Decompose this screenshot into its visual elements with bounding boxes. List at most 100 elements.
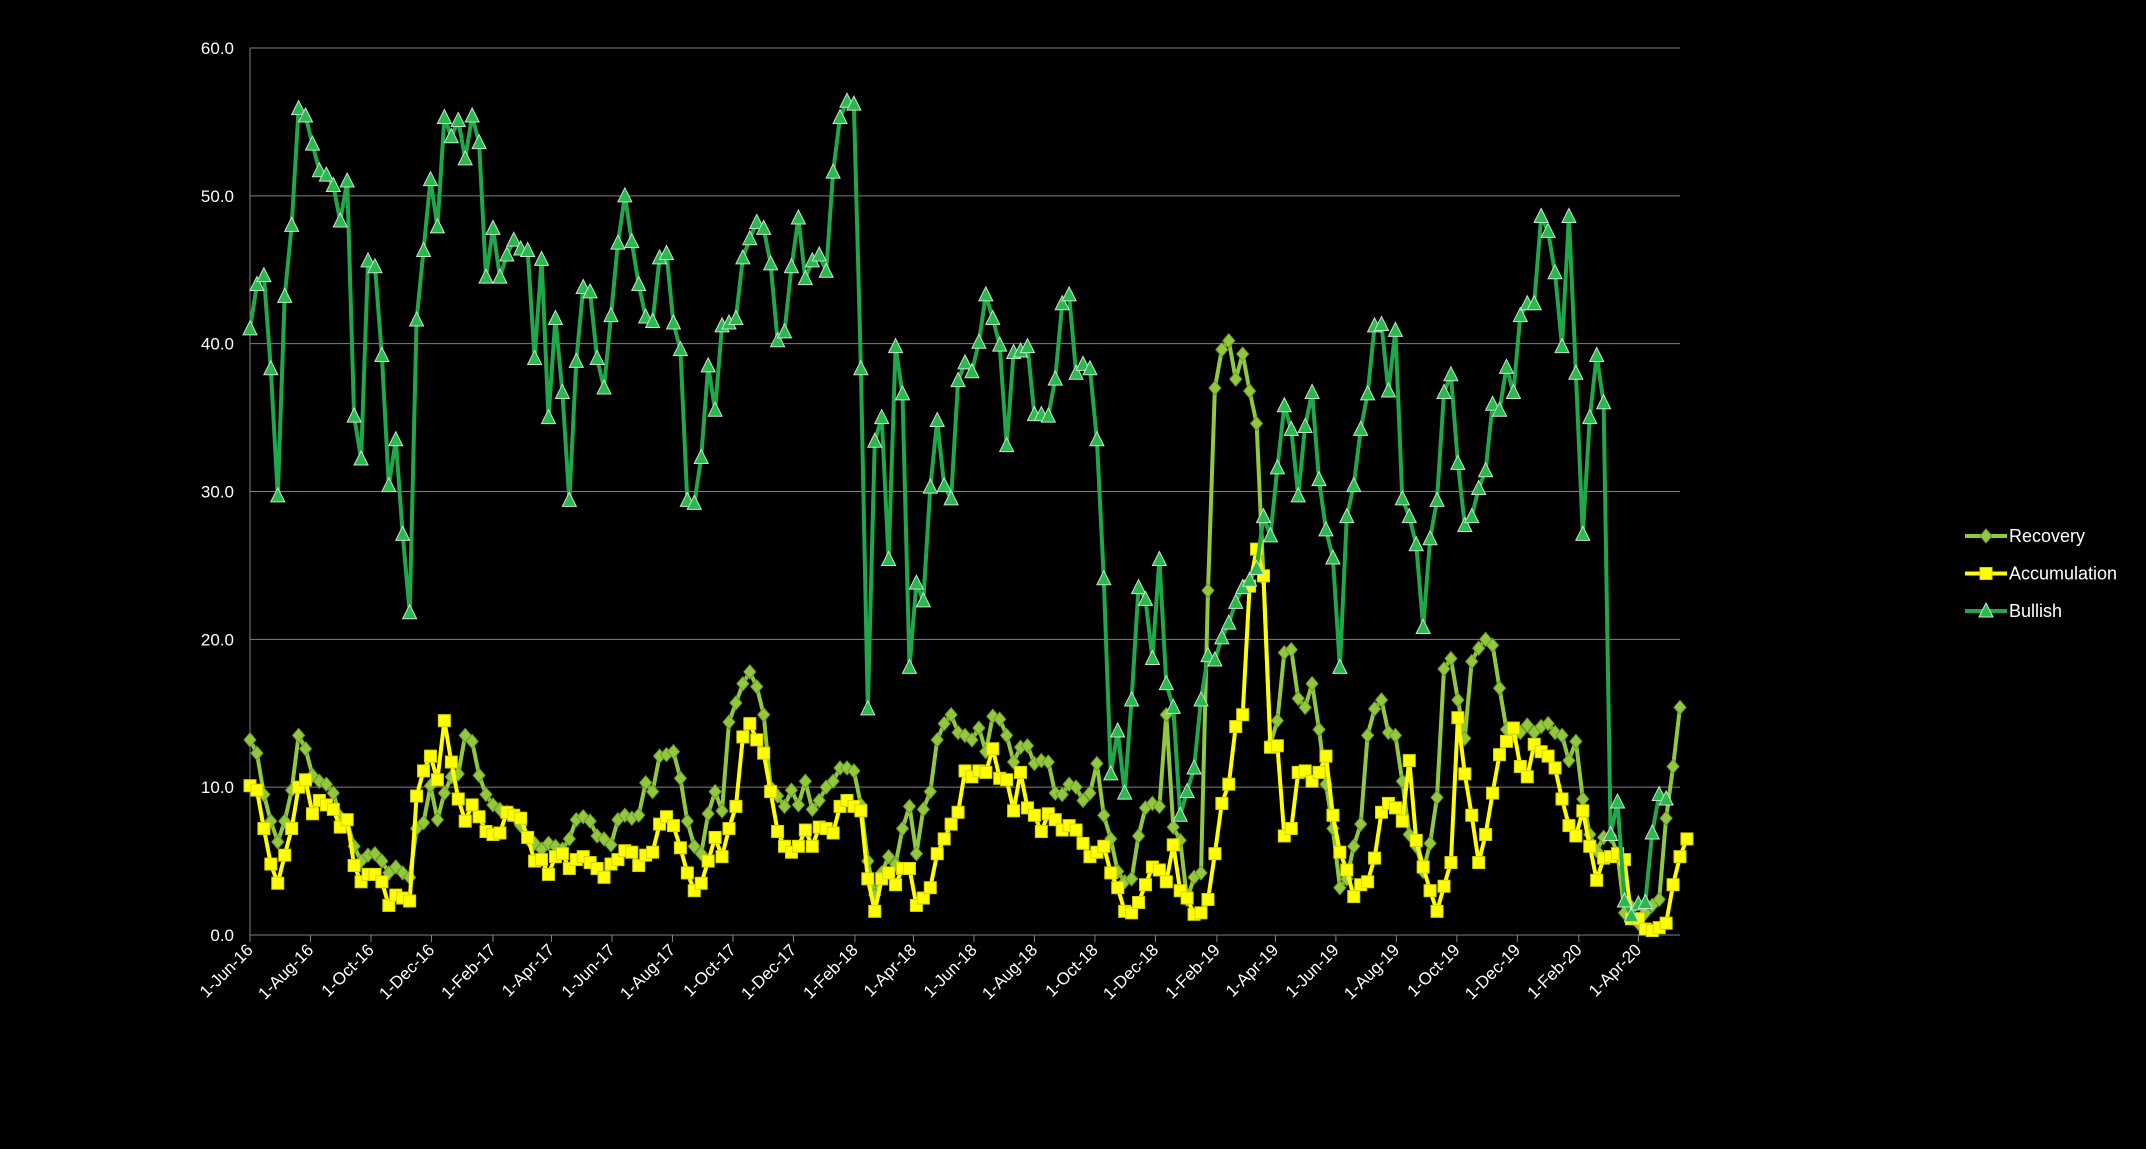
bullish-point xyxy=(492,268,508,284)
accumulation-point xyxy=(1548,761,1562,775)
bullish-point xyxy=(1540,222,1556,238)
accumulation-point xyxy=(1125,906,1139,920)
accumulation-point xyxy=(764,785,778,799)
bullish-point xyxy=(526,349,543,365)
accumulation-point xyxy=(1166,838,1180,852)
bullish-point xyxy=(818,262,834,278)
recovery-point xyxy=(472,767,486,784)
bullish-point xyxy=(408,310,425,327)
accumulation-point xyxy=(1569,829,1583,843)
accumulation-point xyxy=(1659,916,1673,930)
y-tick-label: 30.0 xyxy=(201,483,234,502)
bullish-point xyxy=(873,408,890,425)
recovery-point xyxy=(1020,738,1035,754)
accumulation-point xyxy=(854,804,868,818)
accumulation-point xyxy=(625,845,639,859)
recovery-point xyxy=(1354,816,1368,832)
bullish-point xyxy=(519,241,536,258)
accumulation-point xyxy=(743,717,757,731)
bullish-point xyxy=(1345,476,1362,493)
accumulation-point xyxy=(1215,796,1229,810)
accumulation-point xyxy=(798,823,812,837)
recovery-point xyxy=(1444,650,1458,667)
recovery-point xyxy=(1076,792,1090,809)
recovery-point xyxy=(1305,675,1319,692)
legend-item-recovery: Recovery xyxy=(1965,526,2085,546)
y-tick-label: 40.0 xyxy=(201,335,234,354)
bullish-point xyxy=(1047,370,1064,386)
accumulation-point xyxy=(791,839,805,853)
bullish-point xyxy=(1505,383,1522,399)
bullish-point xyxy=(505,231,522,247)
recovery-point xyxy=(1388,727,1403,744)
bullish-point xyxy=(332,211,349,228)
bullish-point xyxy=(1547,263,1563,280)
bullish-point xyxy=(443,127,460,144)
accumulation-point xyxy=(285,822,299,836)
recovery-point xyxy=(1131,828,1146,844)
recovery-point xyxy=(562,831,576,847)
recovery-point xyxy=(1520,717,1534,733)
accumulation-point xyxy=(750,733,764,747)
recovery-point xyxy=(1367,701,1382,717)
accumulation-point xyxy=(430,773,444,787)
bullish-point xyxy=(1623,906,1640,923)
accumulation-point xyxy=(305,807,319,821)
y-tick-label: 10.0 xyxy=(201,778,234,797)
accumulation-point xyxy=(666,819,680,833)
recovery-point xyxy=(777,798,792,815)
bullish-point xyxy=(394,525,411,541)
bullish-point xyxy=(617,186,633,203)
accumulation-point xyxy=(1409,833,1423,847)
x-tick-label: 1-Feb-17 xyxy=(438,940,500,1002)
accumulation-point xyxy=(417,764,431,778)
bullish-point xyxy=(290,99,307,116)
recovery-point xyxy=(1242,383,1257,399)
recovery-point xyxy=(1492,680,1507,696)
bullish-point xyxy=(901,658,918,674)
accumulation-point xyxy=(403,894,417,908)
bullish-point xyxy=(1575,525,1591,541)
bullish-point xyxy=(880,550,897,567)
recovery-point xyxy=(319,776,334,792)
y-axis-tick-labels: 0.0 10.0 20.0 30.0 40.0 50.0 60.0 xyxy=(201,39,234,945)
legend-label: Accumulation xyxy=(2009,564,2117,584)
accumulation-point xyxy=(1312,765,1326,779)
recovery-point xyxy=(805,801,819,818)
recovery-point xyxy=(1298,699,1312,716)
accumulation-point xyxy=(410,789,424,803)
bullish-point xyxy=(1096,569,1112,586)
bullish-point xyxy=(1304,383,1320,399)
recovery-point xyxy=(465,733,479,750)
bullish-point xyxy=(1089,430,1105,447)
bullish-point xyxy=(1325,548,1341,565)
accumulation-point xyxy=(1402,754,1416,768)
bullish-point xyxy=(1526,294,1543,311)
recovery-point xyxy=(437,785,452,801)
bullish-point xyxy=(353,449,369,466)
accumulation-point xyxy=(694,876,708,890)
accumulation-point xyxy=(1069,823,1083,837)
bullish-point xyxy=(1658,789,1674,806)
accumulation-point xyxy=(701,854,715,868)
bullish-point xyxy=(1581,408,1598,425)
recovery-point xyxy=(645,783,660,800)
recovery-point xyxy=(1451,692,1465,708)
recovery-point xyxy=(680,813,694,829)
recovery-point xyxy=(701,806,715,822)
bullish-point xyxy=(1248,559,1265,575)
bullish-point xyxy=(1450,454,1466,470)
recovery-point xyxy=(1166,819,1180,835)
recovery-point xyxy=(895,820,910,837)
bullish-point xyxy=(707,401,723,417)
accumulation-point xyxy=(1097,839,1111,853)
accumulation-point xyxy=(680,866,694,880)
accumulation-point xyxy=(1416,860,1430,874)
recovery-point xyxy=(291,727,306,744)
recovery-point xyxy=(375,853,389,869)
recovery-point xyxy=(729,695,743,711)
bullish-point xyxy=(263,359,279,376)
bullish-point xyxy=(1130,578,1147,595)
accumulation-point xyxy=(1208,847,1222,861)
accumulation-point xyxy=(944,817,958,831)
